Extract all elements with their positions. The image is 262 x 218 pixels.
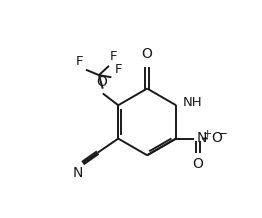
Text: O: O (97, 75, 107, 89)
Text: O: O (193, 157, 203, 171)
Text: N: N (197, 131, 207, 145)
Text: −: − (217, 127, 227, 140)
Text: F: F (114, 63, 122, 75)
Text: O: O (211, 131, 222, 145)
Text: +: + (203, 129, 212, 139)
Text: F: F (110, 50, 118, 63)
Text: N: N (73, 166, 83, 180)
Text: O: O (142, 47, 152, 61)
Text: NH: NH (183, 96, 202, 109)
Text: F: F (75, 54, 83, 68)
